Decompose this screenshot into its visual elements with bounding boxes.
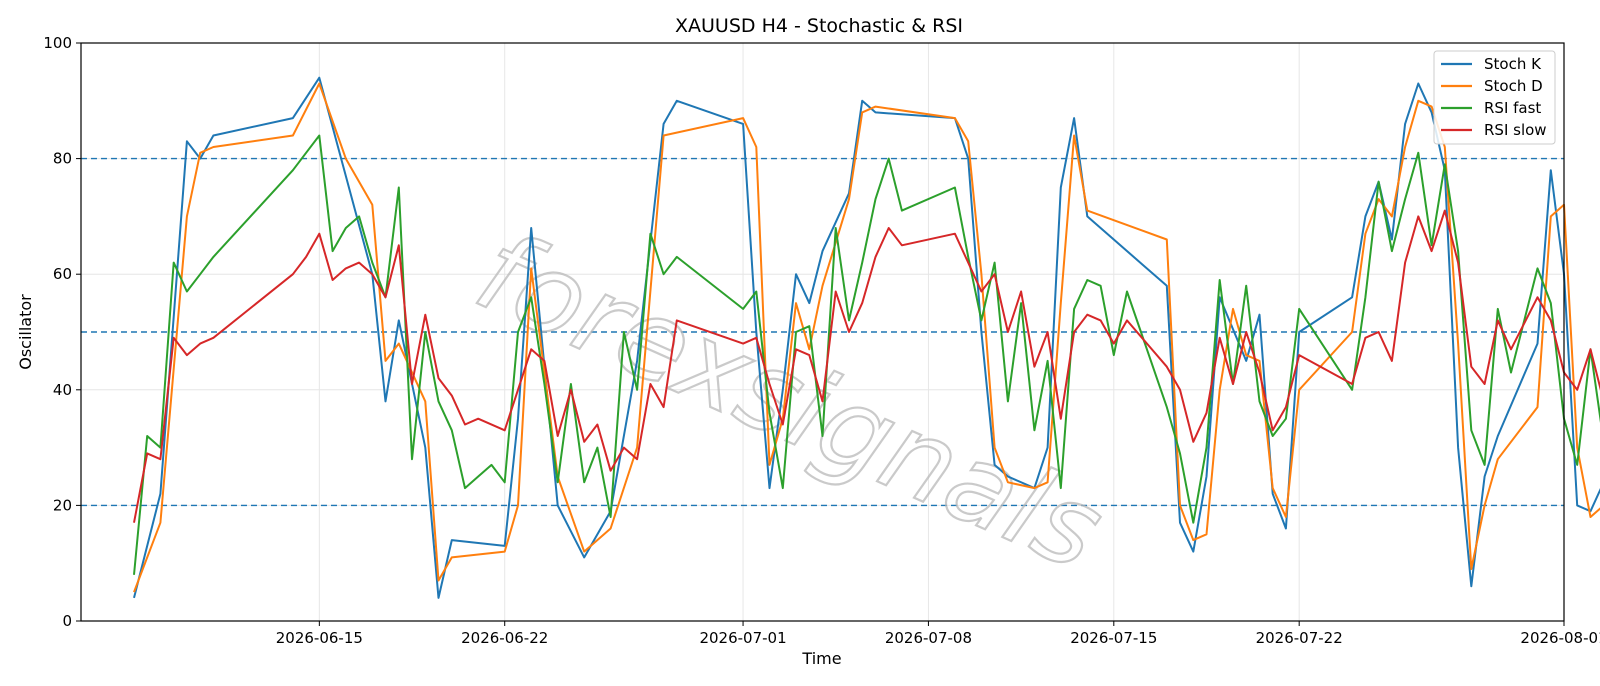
series-line-rsi-fast <box>133 134 1600 575</box>
y-axis-ticks: 0 20 40 60 80 100 <box>43 34 81 630</box>
plot-frame <box>80 42 1565 622</box>
legend-label-stoch-k: Stoch K <box>1484 55 1542 73</box>
x-tick-label: 2026-07-22 <box>1256 629 1343 647</box>
series-line-stoch-d <box>133 82 1600 593</box>
x-axis-label: Time <box>801 649 841 668</box>
x-tick-label: 2026-06-15 <box>276 629 363 647</box>
x-tick-label: 2026-07-08 <box>885 629 972 647</box>
x-tick-label: 2026-06-22 <box>461 629 548 647</box>
y-tick-label: 100 <box>43 34 72 52</box>
y-tick-label: 60 <box>53 265 72 283</box>
x-axis-ticks: 2026-06-15 2026-06-22 2026-07-01 2026-07-08… <box>276 621 1600 647</box>
series-line-stoch-k <box>133 76 1600 599</box>
chart-title: XAUUSD H4 - Stochastic & RSI <box>675 15 963 37</box>
legend: Stoch K Stoch D RSI fast RSI slow <box>1433 50 1556 145</box>
legend-label-stoch-d: Stoch D <box>1484 77 1543 95</box>
y-axis-label: Oscillator <box>16 294 35 370</box>
y-tick-label: 0 <box>62 612 72 630</box>
x-tick-label: 2026-07-01 <box>699 629 786 647</box>
y-tick-label: 20 <box>53 496 72 514</box>
legend-label-rsi-fast: RSI fast <box>1484 99 1541 117</box>
legend-label-rsi-slow: RSI slow <box>1484 121 1547 139</box>
series-lines <box>133 76 1600 599</box>
legend-box <box>1433 50 1556 145</box>
x-tick-label: 2026-08-01 <box>1520 629 1600 647</box>
reference-lines <box>81 157 1564 507</box>
y-tick-label: 80 <box>53 150 72 168</box>
y-tick-label: 40 <box>53 381 72 399</box>
series-line-rsi-slow <box>133 209 1600 523</box>
x-tick-label: 2026-07-15 <box>1070 629 1157 647</box>
